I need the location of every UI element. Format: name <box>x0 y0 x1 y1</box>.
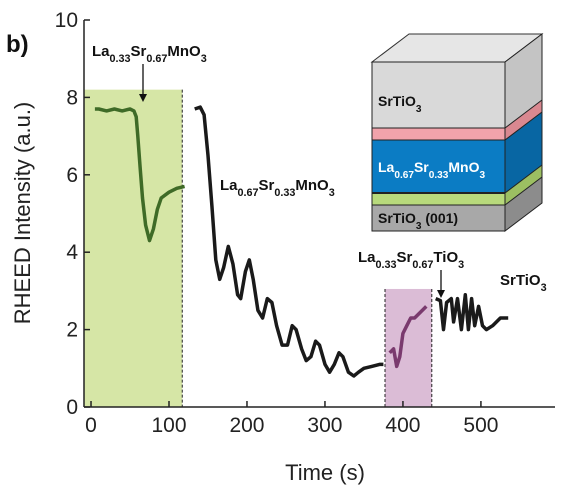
y-tick-label: 8 <box>66 86 78 109</box>
y-axis-title: RHEED Intensity (a.u.) <box>10 102 35 325</box>
y-tick-label: 4 <box>66 241 78 264</box>
layer-lsmo <box>372 140 505 193</box>
layer-side <box>505 112 542 193</box>
x-tick-label: 100 <box>151 414 186 437</box>
inset-label: SrTiO3 <box>378 93 422 115</box>
data-line <box>194 105 384 378</box>
annotation: La0.33Sr0.67MnO3 <box>92 43 207 65</box>
y-tick-label: 2 <box>66 319 78 342</box>
data-line <box>388 305 428 369</box>
data-line <box>94 107 186 243</box>
annotation: La0.33Sr0.67TiO3 <box>358 249 464 271</box>
layer-stack-diagram: SrTiO3 La0.67Sr0.33MnO3 SrTiO3 (001) <box>370 32 544 233</box>
x-tick-label: 200 <box>229 414 264 437</box>
layer-side <box>505 100 542 140</box>
annotation-arrowhead <box>139 94 147 102</box>
layer-top-srtio3 <box>372 62 505 128</box>
layer-side <box>505 165 542 205</box>
x-tick-label: 300 <box>307 414 342 437</box>
layer-side <box>505 34 542 128</box>
highlight-region <box>84 89 183 407</box>
y-tick-label: 0 <box>66 396 78 419</box>
annotation-arrowhead <box>437 290 445 298</box>
annotation: La0.67Sr0.33MnO3 <box>220 177 335 199</box>
annotation: SrTiO3 <box>500 272 547 294</box>
y-tick-label: 10 <box>55 9 78 32</box>
x-tick-label: 0 <box>85 414 97 437</box>
layer-side <box>505 177 542 231</box>
layer-pink <box>372 128 505 140</box>
layer-green <box>372 193 505 205</box>
inset-label: SrTiO3 (001) <box>378 210 458 232</box>
layer-substrate <box>372 205 505 231</box>
stack-outline <box>371 32 543 233</box>
x-tick-label: 400 <box>385 414 420 437</box>
y-tick-label: 6 <box>66 164 78 187</box>
x-axis-title: Time (s) <box>285 460 365 485</box>
panel-label: b) <box>6 31 29 58</box>
inset-label: La0.67Sr0.33MnO3 <box>378 159 486 181</box>
x-tick-label: 500 <box>463 414 498 437</box>
data-line <box>435 293 509 332</box>
